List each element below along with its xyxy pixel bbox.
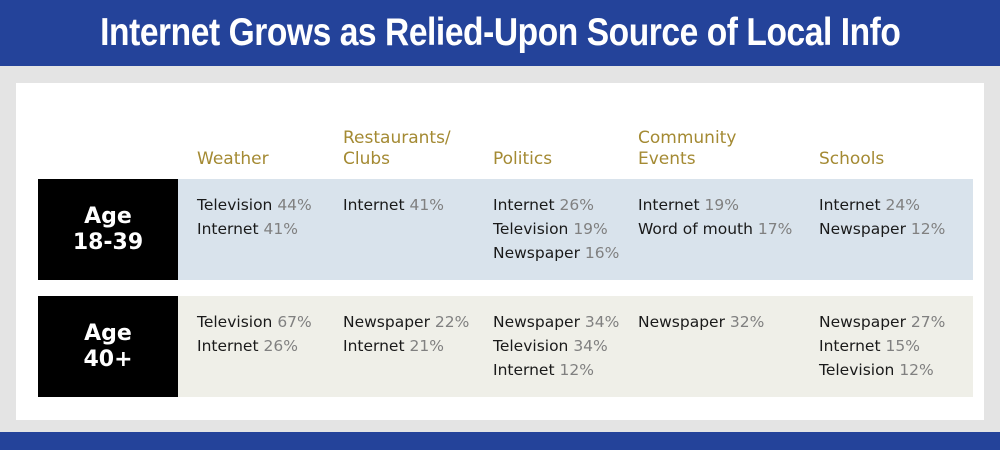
source-entry: Internet 12% [493, 358, 619, 382]
source-entry: Television 19% [493, 217, 619, 241]
source-name: Internet [493, 196, 560, 214]
source-name: Newspaper [819, 220, 911, 238]
source-name: Television [493, 337, 574, 355]
source-name: Television [493, 220, 574, 238]
source-entry: Newspaper 22% [343, 310, 469, 334]
source-percent: 32% [729, 313, 765, 331]
table-row [178, 179, 973, 280]
source-entry: Newspaper 34% [493, 310, 619, 334]
source-entry: Internet 26% [197, 334, 312, 358]
column-header: Community Events [638, 128, 737, 169]
age-group-label: Age 40+ [38, 296, 178, 397]
source-name: Newspaper [819, 313, 911, 331]
source-name: Internet [819, 337, 886, 355]
source-entry: Television 34% [493, 334, 619, 358]
table-cell: Television 67% Internet 26% [197, 310, 312, 358]
bottom-bar [0, 432, 1000, 450]
source-percent: 12% [910, 220, 946, 238]
source-percent: 16% [584, 244, 620, 262]
source-entry: Internet 26% [493, 193, 619, 217]
age-label-line: Age [84, 203, 132, 229]
source-percent: 27% [910, 313, 946, 331]
table-cell: Newspaper 22% Internet 21% [343, 310, 469, 358]
source-percent: 12% [899, 361, 934, 379]
title-bar: Internet Grows as Relied-Upon Source of … [0, 0, 1000, 66]
source-entry: Television 12% [819, 358, 945, 382]
source-name: Internet [197, 220, 264, 238]
age-label-line: Age [84, 320, 132, 346]
source-percent: 22% [434, 313, 470, 331]
source-percent: 67% [277, 313, 312, 331]
source-percent: 19% [704, 196, 739, 214]
source-name: Newspaper [493, 313, 585, 331]
table-cell: Internet 24% Newspaper 12% [819, 193, 945, 241]
source-entry: Television 44% [197, 193, 312, 217]
source-entry: Newspaper 32% [638, 310, 764, 334]
source-name: Television [819, 361, 900, 379]
source-name: Newspaper [343, 313, 435, 331]
source-percent: 41% [263, 220, 298, 238]
source-percent: 17% [757, 220, 793, 238]
source-entry: Internet 15% [819, 334, 945, 358]
source-name: Word of mouth [638, 220, 758, 238]
source-entry: Word of mouth 17% [638, 217, 792, 241]
source-name: Internet [343, 196, 410, 214]
source-percent: 41% [409, 196, 444, 214]
source-percent: 19% [573, 220, 608, 238]
table-cell: Internet 19% Word of mouth 17% [638, 193, 792, 241]
source-percent: 12% [559, 361, 594, 379]
source-entry: Newspaper 27% [819, 310, 945, 334]
source-percent: 34% [573, 337, 608, 355]
age-range: 40+ [83, 346, 133, 372]
column-header: Politics [493, 149, 553, 169]
source-name: Internet [197, 337, 264, 355]
source-entry: Television 67% [197, 310, 312, 334]
table-cell: Newspaper 32% [638, 310, 764, 334]
table-cell: Internet 26% Television 19% Newspaper 16% [493, 193, 619, 265]
source-percent: 21% [409, 337, 444, 355]
source-percent: 44% [277, 196, 312, 214]
age-range: 18-39 [72, 229, 144, 255]
source-percent: 26% [263, 337, 298, 355]
source-percent: 26% [559, 196, 594, 214]
age-group-label: Age 18-39 [38, 179, 178, 280]
table-row [178, 296, 973, 397]
table-cell: Internet 41% [343, 193, 444, 217]
source-percent: 24% [885, 196, 920, 214]
source-percent: 34% [584, 313, 620, 331]
source-entry: Newspaper 16% [493, 241, 619, 265]
source-entry: Internet 21% [343, 334, 469, 358]
chart-title: Internet Grows as Relied-Upon Source of … [99, 11, 901, 54]
source-name: Internet [343, 337, 410, 355]
source-name: Newspaper [638, 313, 730, 331]
source-name: Television [197, 313, 278, 331]
source-entry: Newspaper 12% [819, 217, 945, 241]
table-cell: Newspaper 27% Internet 15% Television 12% [819, 310, 945, 382]
source-percent: 15% [885, 337, 920, 355]
source-entry: Internet 19% [638, 193, 792, 217]
column-header: Schools [819, 149, 885, 169]
source-name: Television [197, 196, 278, 214]
column-header: Weather [197, 149, 269, 169]
source-name: Newspaper [493, 244, 585, 262]
source-name: Internet [493, 361, 560, 379]
column-header: Restaurants/ Clubs [343, 128, 451, 169]
table-cell: Television 44% Internet 41% [197, 193, 312, 241]
source-entry: Internet 24% [819, 193, 945, 217]
source-name: Internet [819, 196, 886, 214]
source-entry: Internet 41% [343, 193, 444, 217]
source-entry: Internet 41% [197, 217, 312, 241]
table-cell: Newspaper 34% Television 34% Internet 12% [493, 310, 619, 382]
source-name: Internet [638, 196, 705, 214]
